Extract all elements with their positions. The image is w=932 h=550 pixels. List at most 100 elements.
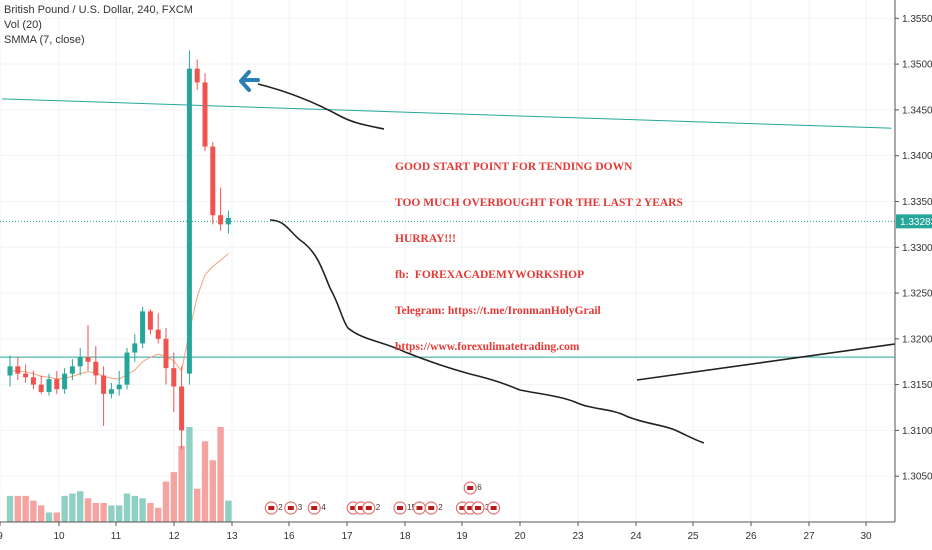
candle-body xyxy=(23,373,29,378)
volume-bar xyxy=(178,446,185,522)
event-flag-icon[interactable]: 15 xyxy=(393,501,416,515)
candlesticks xyxy=(7,50,231,449)
candle xyxy=(108,382,114,399)
volume-bar xyxy=(201,441,209,522)
candle xyxy=(54,370,60,394)
time-tick-label: 16 xyxy=(283,531,295,542)
volume-bar xyxy=(194,488,201,522)
volume-bar xyxy=(155,507,162,522)
candle-body xyxy=(155,329,161,339)
candle xyxy=(179,366,185,449)
flag-icon xyxy=(467,506,474,510)
candle xyxy=(171,352,177,413)
candle xyxy=(101,366,107,426)
volume-bar xyxy=(147,503,154,522)
candle-body xyxy=(218,215,224,225)
candle-body xyxy=(108,389,114,394)
event-flag-icon[interactable] xyxy=(487,501,501,515)
annotation-line: https://www.forexulimatetrading.com xyxy=(395,341,580,353)
candle xyxy=(46,373,52,396)
candle xyxy=(163,327,169,385)
volume-bar xyxy=(38,505,45,522)
text-annotation[interactable]: GOOD START POINT FOR TENDING DOWN TOO MU… xyxy=(395,137,683,365)
candle xyxy=(140,306,146,348)
candle-body xyxy=(210,146,216,216)
candle-body xyxy=(69,366,75,374)
flag-icon xyxy=(459,506,466,510)
time-tick-label: 12 xyxy=(168,531,180,542)
time-tick-label: 11 xyxy=(111,531,122,542)
annotation-line: GOOD START POINT FOR TENDING DOWN xyxy=(395,161,633,173)
time-tick-label: 26 xyxy=(745,531,757,542)
candle-body xyxy=(93,361,99,376)
candle-body xyxy=(30,377,36,385)
candle-body xyxy=(77,357,83,367)
annotation-line: TOO MUCH OVERBOUGHT FOR THE LAST 2 YEARS xyxy=(395,197,683,209)
flag-icon xyxy=(268,506,275,510)
candle xyxy=(30,370,36,390)
smma-indicator-label[interactable]: SMMA (7, close) xyxy=(4,34,85,46)
event-flag-icon[interactable]: 2 xyxy=(424,501,443,515)
candle xyxy=(194,59,200,90)
candle xyxy=(77,348,83,376)
volume-bar xyxy=(77,491,84,522)
event-flag-icon[interactable]: 6 xyxy=(463,481,482,495)
event-count: 2 xyxy=(438,503,443,512)
candle-body xyxy=(124,352,130,385)
last-price-tag: 1.33283 xyxy=(896,214,932,229)
candle-body xyxy=(179,386,185,431)
volume-bar xyxy=(217,427,224,522)
candle-body xyxy=(132,343,138,353)
candle-body xyxy=(38,384,44,392)
candle xyxy=(69,358,75,381)
event-count: 2 xyxy=(376,503,381,512)
last-price-value: 1.33283 xyxy=(900,217,932,228)
volume-bar xyxy=(14,495,21,522)
volume-bar xyxy=(108,505,115,522)
event-flag-icon[interactable]: 4 xyxy=(307,501,326,515)
symbol-label[interactable]: British Pound / U.S. Dollar, 240, FXCM xyxy=(4,4,193,16)
volume-bar xyxy=(139,498,146,522)
price-tick-label: 1.31000 xyxy=(902,426,932,437)
volume-indicator-label[interactable]: Vol (20) xyxy=(4,19,42,31)
projection-curve-down xyxy=(269,219,705,444)
candle-body xyxy=(101,375,107,394)
candle-body xyxy=(186,68,192,374)
event-count: 6 xyxy=(477,483,482,492)
candle-body xyxy=(225,217,231,225)
price-tick-label: 1.32000 xyxy=(902,334,932,345)
projection-line-up xyxy=(636,343,896,381)
event-flag-icon[interactable]: 3 xyxy=(284,501,303,515)
candle xyxy=(202,73,208,152)
volume-bar xyxy=(61,495,68,522)
volume-bar xyxy=(69,493,76,522)
event-count: 3 xyxy=(298,503,303,512)
drawings xyxy=(239,70,896,444)
grid xyxy=(0,0,895,522)
event-flag-icon[interactable]: 2 xyxy=(362,501,381,515)
candle-body xyxy=(202,82,208,147)
time-axis: 9 10 11 12 13 16 17 18 19 20 23 24 25 26 27 30 xyxy=(0,521,895,542)
price-axis: 1.35500 1.35000 1.34500 1.34000 1.33500 1.330… xyxy=(894,0,932,522)
candle xyxy=(147,309,153,335)
volume-bar xyxy=(209,460,216,522)
candle xyxy=(85,325,91,371)
volume-bar xyxy=(84,498,92,522)
candle xyxy=(62,368,68,394)
annotation-line: fb: FOREXACADEMYWORKSHOP xyxy=(395,269,585,281)
time-tick-label: 25 xyxy=(687,531,699,542)
flag-icon xyxy=(365,506,372,510)
volume-bar xyxy=(45,512,53,522)
flag-icon xyxy=(358,506,364,510)
time-tick-label: 30 xyxy=(860,531,872,542)
candle-body xyxy=(171,368,177,387)
candle-body xyxy=(147,311,153,330)
time-tick-label: 20 xyxy=(514,531,526,542)
volume-bar xyxy=(30,500,37,522)
flag-icon xyxy=(428,506,435,510)
candle-body xyxy=(54,379,60,390)
volume-bar xyxy=(123,493,131,522)
event-flag-icon[interactable]: 2 xyxy=(264,501,283,515)
price-tick-label: 1.33000 xyxy=(902,243,932,254)
